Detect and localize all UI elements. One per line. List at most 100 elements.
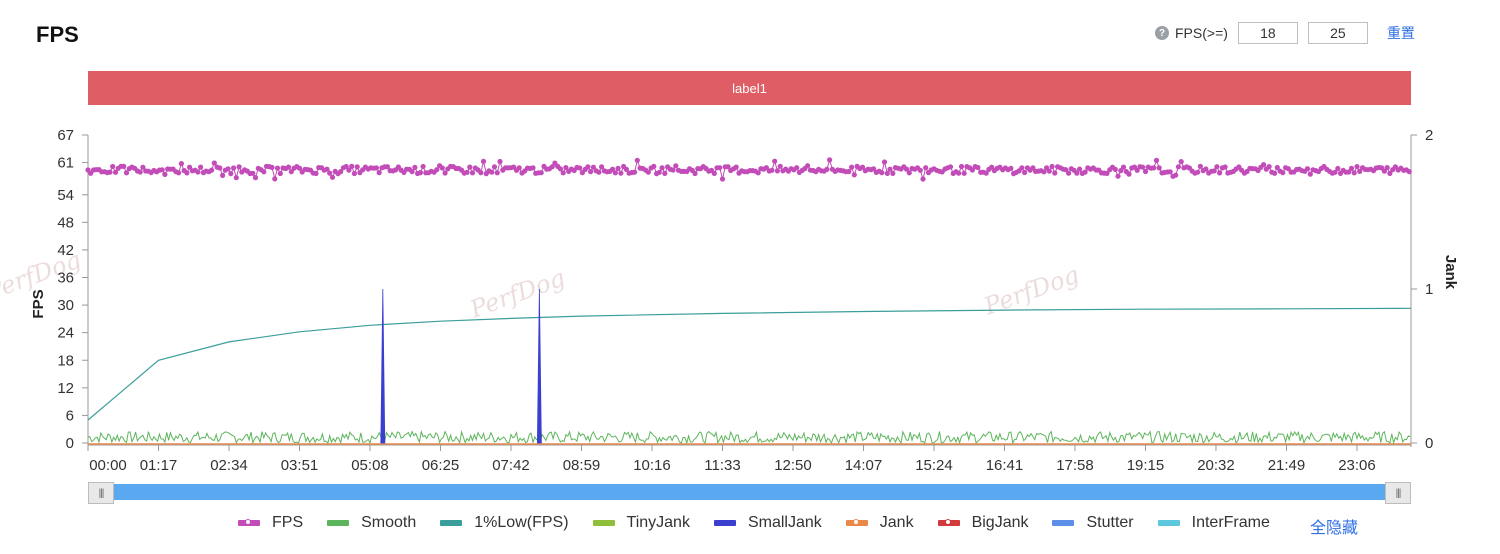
fps-point bbox=[659, 165, 665, 171]
watermark-right: PerfDog bbox=[980, 261, 1083, 321]
y-axis-title: FPS bbox=[30, 289, 47, 318]
fps-point bbox=[420, 163, 426, 170]
label-band-text: label1 bbox=[732, 80, 767, 96]
y-tick-label: 61 bbox=[57, 155, 74, 172]
fps-point bbox=[618, 170, 624, 176]
fps-point bbox=[269, 164, 275, 170]
legend-item[interactable]: TinyJank bbox=[592, 514, 690, 532]
legend-item[interactable]: Smooth bbox=[327, 514, 416, 532]
label-band[interactable]: label1 bbox=[88, 71, 1411, 105]
fps-point bbox=[884, 170, 890, 176]
legend-swatch bbox=[845, 519, 868, 526]
fps-point bbox=[1335, 165, 1341, 172]
x-tick-label: 23:06 bbox=[1338, 457, 1376, 474]
x-tick-label: 05:08 bbox=[351, 457, 389, 474]
fps-point bbox=[1112, 166, 1118, 172]
fps-point bbox=[824, 166, 830, 172]
fps-point bbox=[711, 170, 717, 176]
legend-label: SmallJank bbox=[747, 514, 822, 531]
fps-point bbox=[530, 165, 536, 171]
fps-point bbox=[480, 158, 487, 164]
fps-point bbox=[871, 166, 877, 172]
fps-point bbox=[1272, 170, 1278, 176]
x-tick-label: 16:41 bbox=[986, 457, 1024, 474]
fps-threshold-high-input[interactable] bbox=[1307, 22, 1368, 44]
fps-point bbox=[881, 159, 888, 165]
fps-point bbox=[1195, 169, 1201, 175]
legend-item[interactable]: Jank bbox=[845, 514, 914, 532]
fps-point bbox=[538, 170, 544, 176]
x-tick-label: 11:33 bbox=[704, 457, 740, 474]
fps-point bbox=[1077, 166, 1083, 172]
fps-point bbox=[1307, 171, 1313, 177]
question-circle-icon[interactable]: ? bbox=[1155, 26, 1169, 40]
fps-point bbox=[162, 171, 168, 177]
fps-point bbox=[1063, 167, 1069, 173]
fps-point bbox=[1351, 170, 1357, 176]
fps-point bbox=[879, 170, 885, 176]
legend-item[interactable]: InterFrame bbox=[1157, 514, 1270, 532]
fps-point bbox=[469, 170, 476, 176]
legend-item[interactable]: Stutter bbox=[1052, 514, 1134, 532]
fps-point bbox=[442, 170, 448, 176]
y-tick-label: 30 bbox=[57, 297, 74, 314]
fps-point bbox=[1261, 162, 1267, 168]
legend-item[interactable]: FPS bbox=[238, 514, 303, 532]
smalljank-spike bbox=[536, 288, 542, 444]
legend-item[interactable]: SmallJank bbox=[713, 514, 822, 532]
fps-point bbox=[491, 164, 498, 170]
legend-item[interactable]: 1%Low(FPS) bbox=[440, 514, 569, 532]
fps-chart[interactable]: PerfDog PerfDog PerfDog 0612182430364248… bbox=[0, 0, 1500, 482]
fps-point bbox=[373, 165, 379, 171]
x-tick-label: 06:25 bbox=[422, 457, 460, 474]
fps-threshold-low-input[interactable] bbox=[1237, 22, 1298, 44]
slider-handle-left[interactable]: ||| bbox=[88, 482, 114, 504]
fps-point bbox=[494, 170, 500, 176]
fps-point bbox=[1384, 165, 1390, 171]
slider-track[interactable] bbox=[102, 484, 1397, 500]
fps-point bbox=[947, 164, 954, 170]
fps-point bbox=[516, 165, 522, 171]
fps-point bbox=[1167, 169, 1173, 175]
fps-point bbox=[209, 167, 215, 173]
fps-point bbox=[1041, 169, 1047, 175]
legend-swatch bbox=[713, 520, 736, 526]
low1-series-line bbox=[87, 307, 1412, 421]
slider-handle-right[interactable]: ||| bbox=[1385, 482, 1411, 504]
fps-point bbox=[774, 168, 781, 174]
fps-point bbox=[1082, 169, 1088, 175]
y-tick-label: 67 bbox=[57, 127, 74, 144]
fps-point bbox=[409, 169, 415, 175]
fps-point bbox=[313, 170, 319, 177]
fps-point bbox=[384, 164, 390, 170]
fps-point bbox=[1104, 170, 1110, 176]
fps-point bbox=[211, 160, 217, 166]
legend-swatch bbox=[238, 519, 260, 526]
legend-label: TinyJank bbox=[626, 514, 690, 531]
fps-point bbox=[478, 170, 484, 176]
fps-point bbox=[1120, 164, 1127, 170]
fps-point bbox=[1115, 173, 1121, 179]
fps-point bbox=[178, 161, 184, 167]
fps-point bbox=[1153, 157, 1160, 163]
fps-point bbox=[983, 170, 989, 176]
fps-point bbox=[975, 164, 981, 171]
fps-point bbox=[123, 170, 130, 176]
y-tick-label: 0 bbox=[66, 435, 74, 452]
fps-point bbox=[338, 169, 344, 175]
fps-point bbox=[1304, 166, 1311, 172]
fps-point bbox=[827, 157, 833, 163]
hide-all-button[interactable]: 全隐藏 bbox=[1310, 520, 1359, 537]
fps-point bbox=[107, 169, 113, 175]
fps-point bbox=[717, 165, 723, 171]
time-range-slider[interactable]: ||| ||| bbox=[88, 482, 1411, 504]
reset-button[interactable]: 重置 bbox=[1386, 25, 1415, 41]
fps-point bbox=[846, 168, 852, 175]
legend-item[interactable]: BigJank bbox=[937, 514, 1028, 532]
fps-point bbox=[656, 169, 662, 175]
fps-point bbox=[585, 164, 591, 170]
fps-point bbox=[1118, 168, 1124, 174]
fps-point bbox=[349, 163, 355, 169]
fps-point bbox=[1222, 164, 1228, 170]
fps-point bbox=[906, 170, 912, 176]
